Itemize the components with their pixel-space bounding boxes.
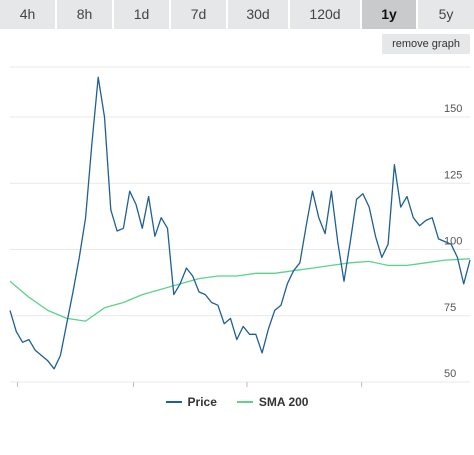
- timeframe-tabs: 4h 8h 1d 7d 30d 120d 1y 5y: [0, 0, 474, 29]
- remove-graph-button[interactable]: remove graph: [382, 34, 470, 54]
- y-tick-label-50: 50: [444, 368, 456, 380]
- legend-swatch-sma: [236, 401, 253, 403]
- tab-30d[interactable]: 30d: [228, 0, 290, 29]
- y-tick-label-150: 150: [444, 103, 462, 115]
- tab-1d[interactable]: 1d: [114, 0, 171, 29]
- tab-8h[interactable]: 8h: [57, 0, 114, 29]
- series-line-price: [9, 76, 471, 370]
- legend-item-sma[interactable]: SMA 200: [236, 395, 309, 409]
- y-tick-label-125: 125: [444, 169, 462, 181]
- y-tick-label-100: 100: [444, 236, 462, 248]
- legend-label-sma: SMA 200: [258, 395, 309, 409]
- tab-5y[interactable]: 5y: [418, 0, 474, 29]
- legend-label-price: Price: [187, 395, 217, 409]
- legend-item-price[interactable]: Price: [165, 395, 217, 409]
- y-tick-label-75: 75: [444, 302, 456, 314]
- legend-swatch-price: [165, 401, 182, 403]
- tab-7d[interactable]: 7d: [171, 0, 228, 29]
- tab-4h[interactable]: 4h: [0, 0, 57, 29]
- tab-1y[interactable]: 1y: [362, 0, 418, 29]
- tab-120d[interactable]: 120d: [290, 0, 362, 29]
- chart-legend: Price SMA 200: [0, 393, 474, 411]
- series-line-sma-200: [9, 258, 471, 322]
- price-chart: 5075100125150Oct '24Jan '25Apr '25Jul '2…: [9, 66, 471, 387]
